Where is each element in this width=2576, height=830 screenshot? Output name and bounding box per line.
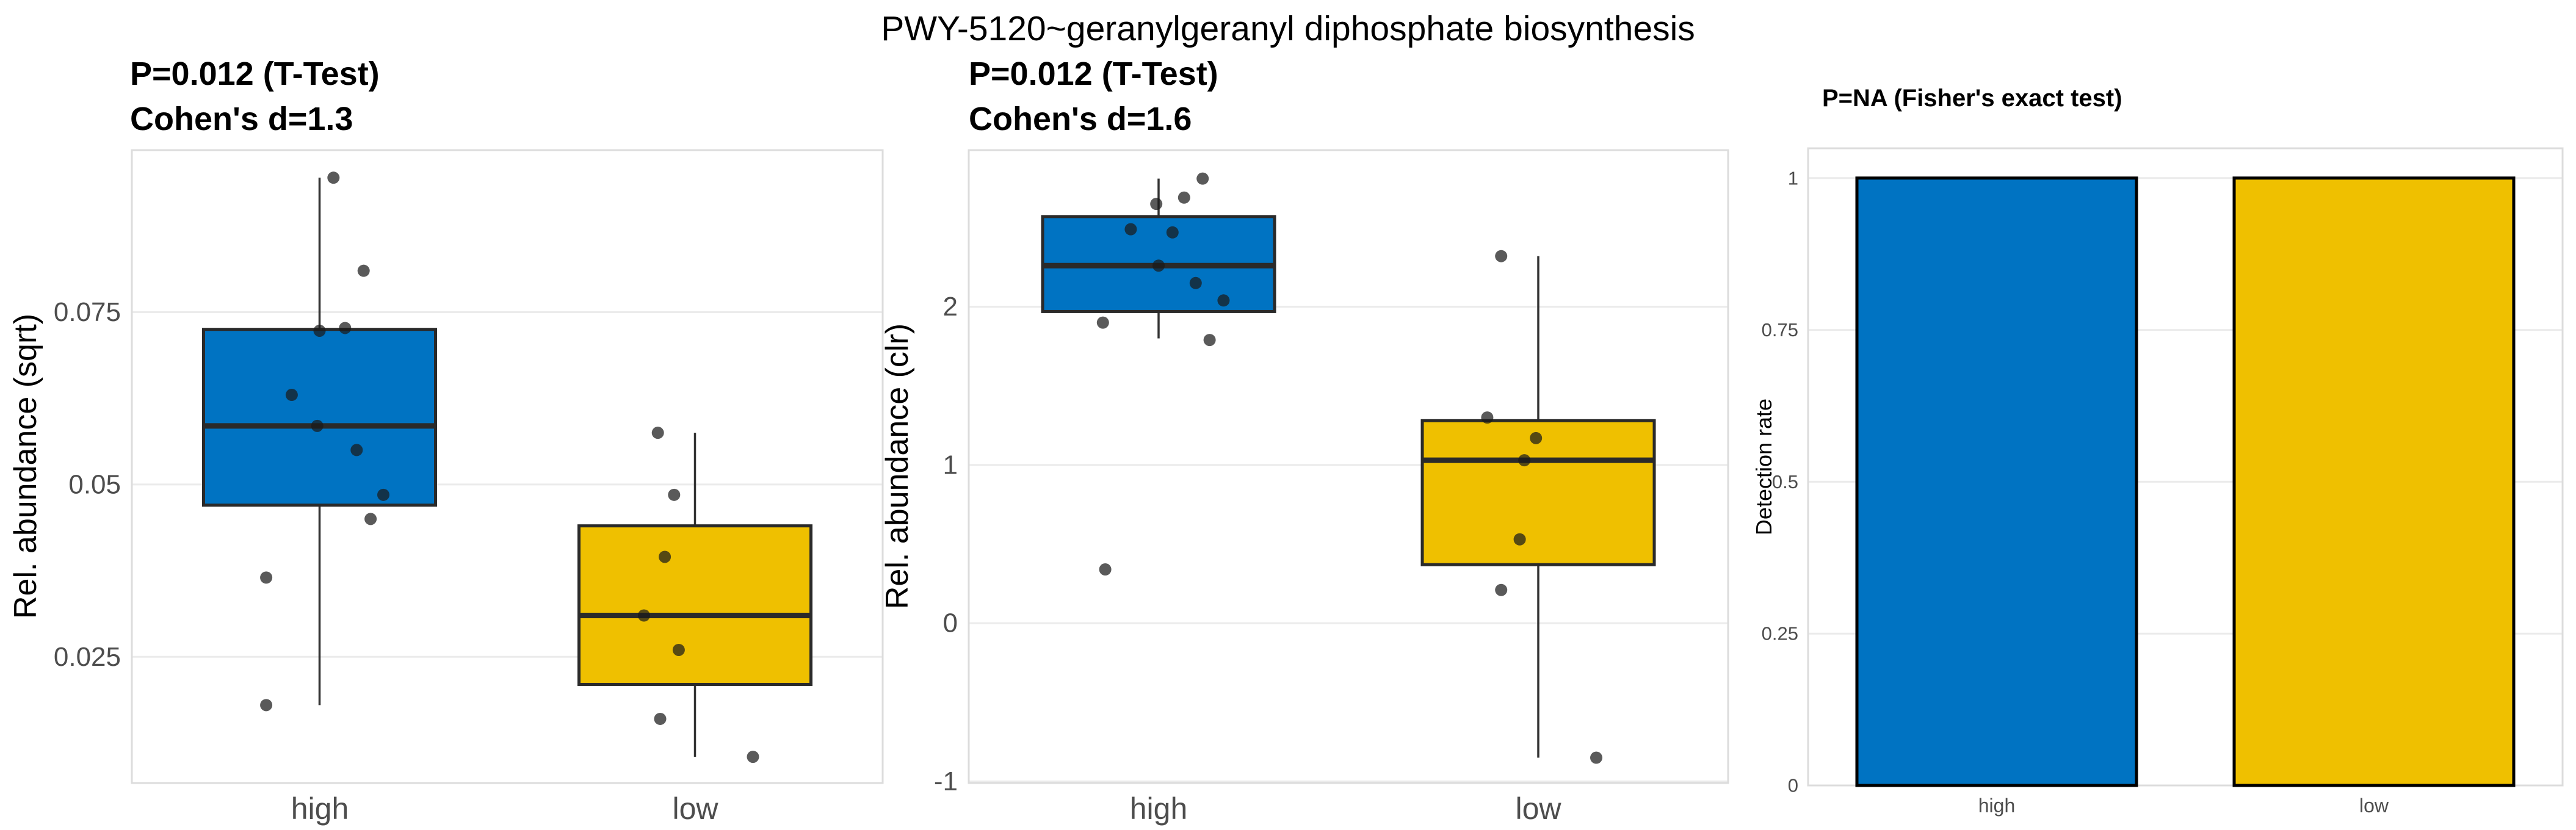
panel1-y-axis-title: Rel. abundance (sqrt) [8, 313, 43, 619]
y-tick-label-clr-2: 2 [943, 292, 958, 322]
jitter-point-clr-high [1217, 294, 1230, 307]
panel-border-clr [968, 149, 1729, 784]
jitter-point-sqrt-low [672, 643, 685, 656]
jitter-point-clr-low [1518, 454, 1531, 467]
y-tick-label-detection-0.25: 0.25 [1762, 623, 1798, 644]
panel2-x-label-low: low [1515, 792, 1561, 826]
panel1-title-line2: Cohen's d=1.3 [130, 101, 353, 137]
jitter-point-clr-low [1495, 250, 1508, 262]
panel2-title-line2: Cohen's d=1.6 [969, 101, 1192, 137]
panel2-title-line1: P=0.012 (T-Test) [969, 56, 1218, 92]
y-tick-label-sqrt-0.05: 0.05 [68, 469, 121, 499]
jitter-point-sqrt-low [747, 751, 759, 763]
jitter-point-clr-low [1513, 533, 1526, 546]
jitter-point-clr-low [1590, 751, 1602, 764]
jitter-point-clr-high [1099, 563, 1112, 576]
jitter-point-sqrt-high [377, 488, 389, 501]
jitter-point-sqrt-low [654, 712, 667, 725]
jitter-point-clr-high [1189, 276, 1202, 289]
jitter-point-clr-high [1196, 172, 1209, 185]
jitter-point-sqrt-high [357, 264, 370, 277]
jitter-point-clr-high [1150, 198, 1163, 211]
jitter-point-clr-high [1166, 226, 1179, 239]
panel-border-detection [1807, 147, 2564, 787]
jitter-point-sqrt-high [285, 389, 298, 402]
panel1-x-label-high: high [291, 792, 349, 826]
figure-title: PWY-5120~geranylgeranyl diphosphate bios… [881, 9, 1695, 48]
y-tick-label-detection-0.5: 0.5 [1772, 471, 1798, 493]
jitter-point-sqrt-high [311, 419, 324, 432]
y-tick-label-sqrt-0.025: 0.025 [54, 642, 121, 672]
panel2-title: P=0.012 (T-Test) Cohen's d=1.6 [969, 51, 1218, 142]
panel1-x-label-low: low [672, 792, 718, 826]
y-tick-label-clr--1: -1 [934, 767, 958, 796]
bar-detection-high [1855, 176, 2138, 787]
jitter-point-clr-high [1178, 191, 1190, 204]
panel3-title: P=NA (Fisher's exact test) [1822, 85, 2122, 112]
jitter-point-sqrt-high [313, 324, 326, 337]
y-tick-label-detection-1: 1 [1788, 167, 1798, 189]
panel1-title-line1: P=0.012 (T-Test) [130, 56, 380, 92]
jitter-point-sqrt-high [350, 444, 363, 457]
bar-detection-low [2232, 176, 2516, 787]
y-tick-label-sqrt-0.075: 0.075 [54, 297, 121, 327]
jitter-point-sqrt-high [339, 322, 352, 334]
jitter-point-clr-high [1152, 259, 1165, 272]
jitter-point-sqrt-low [659, 550, 671, 563]
y-tick-label-clr-1: 1 [943, 450, 958, 480]
jitter-point-sqrt-high [327, 171, 340, 184]
y-tick-label-detection-0.75: 0.75 [1762, 319, 1798, 341]
jitter-point-clr-low [1530, 431, 1543, 444]
jitter-point-sqrt-low [668, 488, 681, 501]
jitter-point-clr-high [1203, 334, 1216, 347]
panel2-y-axis-title: Rel. abundance (clr) [880, 323, 915, 610]
jitter-point-sqrt-high [260, 699, 273, 712]
y-tick-label-clr-0: 0 [943, 608, 958, 638]
jitter-point-sqrt-low [637, 609, 650, 622]
y-tick-label-detection-0: 0 [1788, 775, 1798, 796]
box-sqrt-low [577, 524, 812, 686]
panel-border-sqrt [131, 149, 884, 784]
jitter-point-sqrt-low [651, 427, 664, 439]
panel3-y-axis-title: Detection rate [1751, 398, 1776, 536]
jitter-point-sqrt-high [260, 571, 273, 584]
panel3-x-label-high: high [1978, 795, 2016, 817]
jitter-point-sqrt-high [364, 513, 377, 525]
jitter-point-clr-low [1481, 411, 1494, 424]
box-sqrt-high [202, 328, 437, 507]
jitter-point-clr-low [1495, 583, 1508, 596]
box-clr-low [1420, 419, 1656, 566]
panel1-title: P=0.012 (T-Test) Cohen's d=1.3 [130, 51, 380, 142]
jitter-point-clr-high [1096, 316, 1109, 329]
panel3-x-label-low: low [2359, 795, 2389, 817]
jitter-point-clr-high [1124, 223, 1137, 236]
panel2-x-label-high: high [1129, 792, 1188, 826]
